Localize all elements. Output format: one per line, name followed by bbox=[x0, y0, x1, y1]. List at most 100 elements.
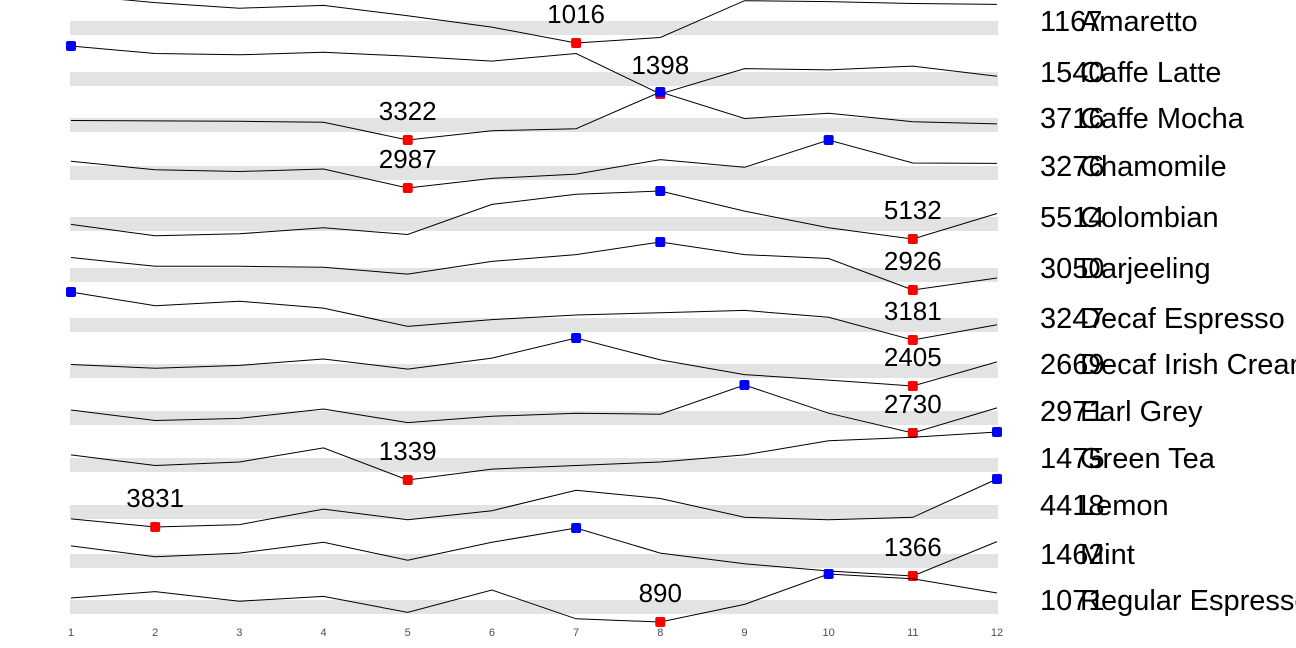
min-value-label-green-tea: 1339 bbox=[379, 436, 437, 466]
x-tick-label: 11 bbox=[907, 627, 918, 639]
sparkline-line-colombian bbox=[70, 190, 998, 240]
sparkline-line-decaf-irish-cream bbox=[70, 337, 998, 387]
max-point-green-tea bbox=[992, 427, 1002, 437]
last-value-label-green-tea: 1475 bbox=[1040, 443, 1105, 475]
max-point-earl-grey bbox=[739, 380, 750, 390]
min-value-label-colombian: 5132 bbox=[884, 195, 942, 225]
last-value-label-caffe-mocha: 3716 bbox=[1040, 103, 1105, 135]
min-point-chamomile bbox=[402, 183, 413, 193]
last-value-label-caffe-latte: 1540 bbox=[1040, 57, 1105, 89]
x-tick-label: 3 bbox=[236, 627, 242, 639]
max-point-mint bbox=[571, 523, 582, 533]
series-name-caffe-mocha: Caffe Mocha bbox=[1080, 103, 1245, 135]
x-tick-label: 7 bbox=[573, 627, 579, 639]
series-name-amaretto: Amaretto bbox=[1080, 6, 1198, 38]
x-tick-label: 8 bbox=[657, 627, 663, 639]
min-point-lemon bbox=[150, 522, 161, 532]
series-name-lemon: Lemon bbox=[1080, 490, 1169, 522]
sparkline-line-lemon bbox=[70, 478, 998, 528]
x-tick-label: 4 bbox=[320, 627, 326, 639]
min-value-label-lemon: 3831 bbox=[126, 483, 184, 513]
sparkline-band-amaretto bbox=[70, 21, 998, 35]
min-value-label-earl-grey: 2730 bbox=[884, 389, 942, 419]
x-tick-label: 12 bbox=[991, 627, 1003, 639]
min-point-green-tea bbox=[402, 475, 413, 485]
last-value-label-darjeeling: 3050 bbox=[1040, 253, 1105, 285]
sparkline-line-caffe-latte bbox=[70, 45, 998, 95]
last-value-label-mint: 1462 bbox=[1040, 539, 1105, 571]
max-point-caffe-latte bbox=[66, 41, 76, 51]
min-point-regular-espresso bbox=[655, 617, 666, 627]
sparkline-band-darjeeling bbox=[70, 268, 998, 282]
x-tick-label: 9 bbox=[741, 627, 747, 639]
sparkline-band-chamomile bbox=[70, 166, 998, 180]
min-point-caffe-mocha bbox=[402, 135, 413, 145]
max-point-decaf-irish-cream bbox=[571, 333, 582, 343]
sparkline-line-chamomile bbox=[70, 139, 998, 189]
series-name-decaf-irish-cream: Decaf Irish Cream bbox=[1080, 349, 1296, 381]
x-tick-label: 10 bbox=[823, 627, 835, 639]
series-name-caffe-latte: Caffe Latte bbox=[1080, 57, 1221, 89]
last-value-label-earl-grey: 2971 bbox=[1040, 396, 1105, 428]
sparkline-band-decaf-espresso bbox=[70, 318, 998, 332]
last-value-label-chamomile: 3276 bbox=[1040, 151, 1105, 183]
series-name-green-tea: Green Tea bbox=[1080, 443, 1216, 475]
min-point-amaretto bbox=[571, 38, 582, 48]
sparkline-band-green-tea bbox=[70, 458, 998, 472]
sparkline-line-green-tea bbox=[70, 431, 998, 481]
max-point-regular-espresso bbox=[823, 569, 834, 579]
sparkline-line-earl-grey bbox=[70, 384, 998, 434]
x-tick-label: 1 bbox=[68, 627, 74, 639]
sparkline-line-mint bbox=[70, 527, 998, 577]
sparkline-band-decaf-irish-cream bbox=[70, 364, 998, 378]
series-name-earl-grey: Earl Grey bbox=[1080, 396, 1203, 428]
min-value-label-caffe-mocha: 3322 bbox=[379, 96, 437, 126]
series-name-regular-espresso: Regular Espresso bbox=[1080, 585, 1296, 617]
sparkline-band-caffe-latte bbox=[70, 72, 998, 86]
min-point-colombian bbox=[907, 234, 918, 244]
sparkline-band-colombian bbox=[70, 217, 998, 231]
min-value-label-decaf-irish-cream: 2405 bbox=[884, 342, 942, 372]
sparkline-band-mint bbox=[70, 554, 998, 568]
min-point-darjeeling bbox=[907, 285, 918, 295]
last-value-label-lemon: 4418 bbox=[1040, 490, 1105, 522]
min-value-label-regular-espresso: 890 bbox=[639, 578, 682, 608]
sparkline-line-decaf-espresso bbox=[70, 291, 998, 341]
max-point-chamomile bbox=[823, 135, 834, 145]
sparkline-line-regular-espresso bbox=[70, 573, 998, 623]
max-point-darjeeling bbox=[655, 237, 666, 247]
last-value-label-decaf-espresso: 3247 bbox=[1040, 303, 1105, 335]
sparkline-line-caffe-mocha bbox=[70, 91, 998, 141]
last-value-label-decaf-irish-cream: 2669 bbox=[1040, 349, 1105, 381]
min-point-decaf-espresso bbox=[907, 335, 918, 345]
series-name-chamomile: Chamomile bbox=[1080, 151, 1227, 183]
min-value-label-amaretto: 1016 bbox=[547, 0, 605, 29]
series-name-darjeeling: Darjeeling bbox=[1080, 253, 1211, 285]
min-value-label-darjeeling: 2926 bbox=[884, 246, 942, 276]
series-name-mint: Mint bbox=[1080, 539, 1135, 571]
min-point-decaf-irish-cream bbox=[907, 381, 918, 391]
min-point-earl-grey bbox=[907, 428, 918, 438]
x-tick-label: 2 bbox=[152, 627, 158, 639]
sparkline-band-earl-grey bbox=[70, 411, 998, 425]
series-name-colombian: Colombian bbox=[1080, 202, 1219, 234]
series-name-decaf-espresso: Decaf Espresso bbox=[1080, 303, 1285, 335]
x-tick-label: 6 bbox=[489, 627, 495, 639]
max-point-decaf-espresso bbox=[66, 287, 76, 297]
min-value-label-decaf-espresso: 3181 bbox=[884, 296, 942, 326]
last-value-label-regular-espresso: 1071 bbox=[1040, 585, 1105, 617]
min-value-label-mint: 1366 bbox=[884, 532, 942, 562]
sparkline-band-lemon bbox=[70, 505, 998, 519]
max-point-lemon bbox=[992, 474, 1002, 484]
min-value-label-caffe-latte: 1398 bbox=[631, 50, 689, 80]
max-point-caffe-mocha bbox=[655, 87, 666, 97]
last-value-label-colombian: 5514 bbox=[1040, 202, 1105, 234]
sparkline-line-darjeeling bbox=[70, 241, 998, 291]
last-value-label-amaretto: 1167 bbox=[1040, 6, 1102, 38]
sparkline-line-amaretto bbox=[120, 0, 998, 44]
min-value-label-chamomile: 2987 bbox=[379, 144, 437, 174]
max-point-colombian bbox=[655, 186, 666, 196]
sparkline-band-regular-espresso bbox=[70, 600, 998, 614]
x-tick-label: 5 bbox=[405, 627, 411, 639]
